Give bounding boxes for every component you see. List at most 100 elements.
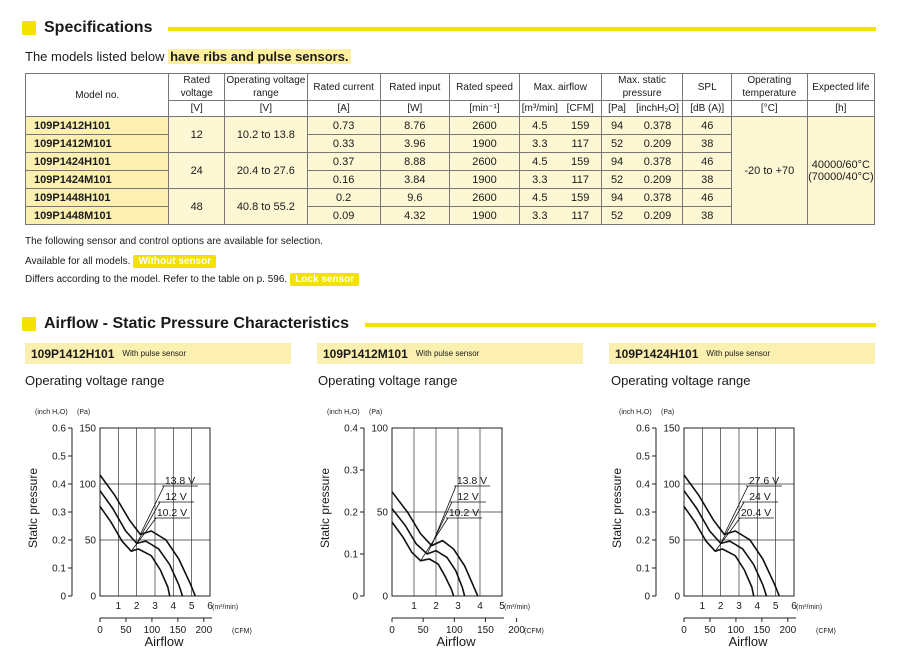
series-line	[99, 474, 197, 597]
current-cell: 0.09	[306, 206, 381, 225]
input-cell: 4.32	[379, 206, 451, 225]
x-tick-label: 6	[791, 601, 797, 612]
series-line	[683, 474, 781, 597]
airflow-cfm-cell: 117	[559, 170, 602, 189]
life-line2: (70000/40°C)	[808, 170, 874, 183]
specifications-table: Model no. Rated voltage Operating voltag…	[24, 73, 876, 225]
pa-tick-label: 50	[85, 536, 97, 547]
cfm-unit-label: (CFM)	[232, 628, 252, 635]
intro-prefix: The models listed below	[25, 49, 169, 64]
temp-cell: -20 to +70	[730, 116, 808, 225]
panel-with-sensor: With pulse sensor	[706, 349, 771, 358]
series-leader-line	[136, 501, 161, 544]
panel-with-sensor: With pulse sensor	[415, 349, 480, 358]
airflow-m3-cell: 4.5	[518, 116, 560, 135]
inch-tick-label: 0.5	[636, 452, 650, 463]
airflow-chart-1: (inch H₂O) (Pa)00.10.20.30.40.50.60501001…	[26, 409, 252, 649]
table-row: 109P1412M101 0.33 3.96 1900 3.3 117 52 0…	[24, 134, 875, 153]
series-line	[391, 521, 455, 597]
cfm-unit-label: (CFM)	[816, 628, 836, 635]
header-model: Model no.	[24, 73, 170, 117]
intro-highlight: have ribs and pulse sensors.	[168, 49, 351, 64]
static-pa-cell: 94	[600, 152, 633, 171]
table-row: 109P1424M101 0.16 3.84 1900 3.3 117 52 0…	[24, 170, 875, 189]
series-label: 13.8 V	[457, 475, 487, 487]
airflow-m3-cell: 3.3	[518, 170, 560, 189]
without-sensor-badge: Without sensor	[133, 255, 217, 268]
static-pa-cell: 52	[600, 206, 633, 225]
static-inch-cell: 0.209	[632, 134, 684, 153]
x-tick-label: 2	[718, 601, 724, 612]
pa-tick-label: 100	[371, 424, 388, 435]
unit-pa-label: (Pa)	[661, 409, 674, 416]
series-leader-line	[139, 485, 165, 535]
static-pa-cell: 94	[600, 116, 633, 135]
plot-frame	[391, 427, 503, 597]
pa-tick-label: 50	[377, 508, 389, 519]
x-tick-label: 5	[499, 601, 505, 612]
header-rated-voltage: Rated voltage	[168, 73, 225, 101]
series-line	[99, 490, 184, 597]
unit-temp: [°C]	[730, 100, 808, 117]
speed-cell: 2600	[449, 152, 520, 171]
series-label: 10.2 V	[157, 507, 187, 519]
x-tick-label: 3	[152, 601, 158, 612]
static-inch-cell: 0.378	[632, 188, 684, 207]
header-life: Expected life	[806, 73, 876, 101]
pa-tick-label: 100	[79, 480, 96, 491]
panel-subtitle: Operating voltage range	[318, 373, 458, 388]
inch-tick-label: 0.3	[636, 508, 650, 519]
series-label: 10.2 V	[449, 507, 479, 519]
spl-cell: 38	[682, 206, 732, 225]
cfm-unit-label: (CFM)	[524, 628, 544, 635]
inch-tick-label: 0.2	[52, 536, 66, 547]
unit-airflow-m3: [m³/min]	[518, 100, 560, 117]
series-line	[391, 508, 466, 597]
x-tick-label: 4	[755, 601, 761, 612]
static-pa-cell: 52	[600, 134, 633, 153]
model-cell: 109P1424M101	[24, 170, 170, 189]
specifications-title: Specifications	[44, 19, 153, 36]
inch-tick-label: 0.2	[636, 536, 650, 547]
x-tick-label: 1	[411, 601, 417, 612]
cfm-tick-label: 150	[754, 625, 771, 636]
header-op-range: Operating voltage range	[223, 73, 308, 101]
note-line-2-text: Available for all models.	[25, 256, 131, 267]
series-leader-line	[130, 517, 157, 552]
pa-tick-label: 50	[669, 536, 681, 547]
inch-tick-label: 0.1	[344, 550, 358, 561]
pa-tick-label: 0	[674, 592, 680, 603]
cfm-tick-label: 150	[170, 625, 187, 636]
speed-cell: 2600	[449, 116, 520, 135]
unit-current: [A]	[306, 100, 381, 117]
m3-unit-label: (m³/min)	[504, 604, 530, 611]
static-pa-cell: 52	[600, 170, 633, 189]
note-line-3: Differs according to the model. Refer to…	[25, 273, 360, 286]
current-cell: 0.37	[306, 152, 381, 171]
airflow-m3-cell: 4.5	[518, 152, 560, 171]
series-label: 24 V	[749, 491, 771, 503]
unit-voltage: [V]	[168, 100, 225, 117]
voltage-cell: 24	[168, 152, 225, 189]
static-inch-cell: 0.378	[632, 116, 684, 135]
panel-with-sensor: With pulse sensor	[122, 349, 187, 358]
static-inch-cell: 0.209	[632, 206, 684, 225]
unit-airflow-cfm: [CFM]	[559, 100, 602, 117]
model-cell: 109P1424H101	[24, 152, 170, 171]
airflow-chart-2: (inch H₂O) (Pa) 0 0.1 0.2 0.3 0.4 0 50 100 1 2 3 4 5 (m…	[318, 409, 544, 649]
cfm-tick-label: 0	[389, 625, 395, 636]
heading-rule	[168, 27, 876, 31]
voltage-cell: 12	[168, 116, 225, 153]
unit-pa-label: (Pa)	[369, 409, 382, 416]
model-cell: 109P1412M101	[24, 134, 170, 153]
header-rated-current: Rated current	[306, 73, 381, 101]
inch-tick-label: 0.4	[52, 480, 66, 491]
panel-subtitle: Operating voltage range	[25, 373, 165, 388]
table-row: 109P1448M101 0.09 4.32 1900 3.3 117 52 0…	[24, 206, 875, 225]
heading-rule	[365, 323, 876, 327]
inch-tick-label: 0	[644, 592, 650, 603]
series-line	[391, 491, 479, 597]
header-op-temp: Operating temperature	[730, 73, 808, 101]
unit-inch-label: (inch H₂O)	[327, 409, 360, 416]
panel-subtitle: Operating voltage range	[611, 373, 751, 388]
